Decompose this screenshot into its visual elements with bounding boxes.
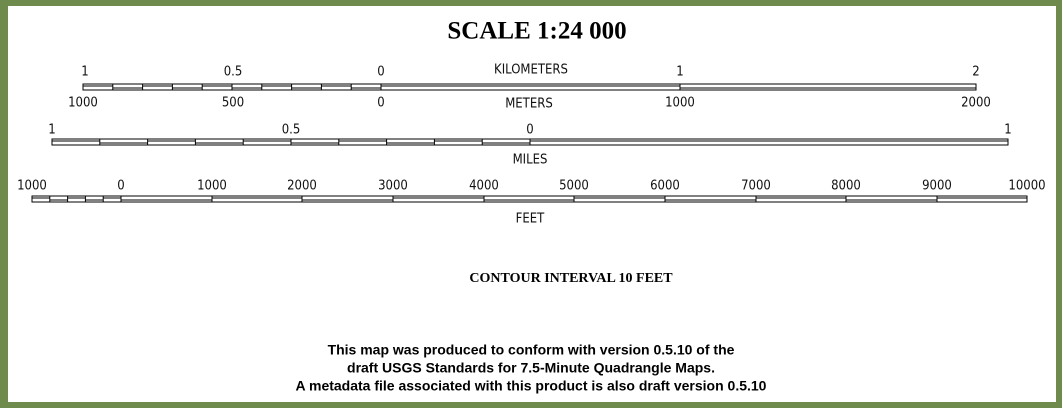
scale-label: 1 — [81, 65, 88, 80]
scale-label: 500 — [222, 96, 244, 111]
contour-interval: CONTOUR INTERVAL 10 FEET — [469, 271, 673, 286]
scale-label: 0 — [377, 65, 384, 80]
scale-label: 1 — [1004, 123, 1011, 138]
scale-label: 0 — [117, 179, 124, 194]
scale-label: 8000 — [831, 179, 861, 194]
scale-label: 2 — [972, 65, 979, 80]
note: draft USGS Standards for 7.5-Minute Quad… — [347, 360, 715, 376]
note: This map was produced to conform with ve… — [328, 342, 735, 358]
title: SCALE 1:24 000 — [447, 18, 626, 45]
scale-label: 1 — [48, 123, 55, 138]
scale-label: 2000 — [961, 96, 991, 111]
panel — [8, 6, 1056, 402]
scale-label: 0.5 — [224, 65, 243, 80]
note: A metadata file associated with this pro… — [296, 378, 767, 394]
scale-label: 1000 — [68, 96, 98, 111]
scale-label: 2000 — [287, 179, 317, 194]
unit-label: METERS — [505, 97, 553, 112]
scale-label: 1000 — [197, 179, 227, 194]
scale-label: 1000 — [17, 179, 47, 194]
scale-label: 1000 — [665, 96, 695, 111]
scale-label: 3000 — [378, 179, 408, 194]
unit-label: FEET — [516, 212, 546, 227]
unit-label: MILES — [513, 153, 548, 168]
scale-label: 1 — [676, 65, 683, 80]
scale-label: 4000 — [469, 179, 499, 194]
scale-label: 5000 — [559, 179, 589, 194]
scale-label: 6000 — [650, 179, 680, 194]
scale-label: 0 — [526, 123, 533, 138]
scale-label: 0.5 — [282, 123, 301, 138]
unit-label: KILOMETERS — [494, 63, 568, 78]
scale-label: 7000 — [741, 179, 771, 194]
scale-bar — [82, 83, 977, 91]
scale-bar — [31, 195, 1028, 203]
scale-label: 0 — [377, 96, 384, 111]
scale-label: 10000 — [1008, 179, 1045, 194]
scale-label: 9000 — [922, 179, 952, 194]
